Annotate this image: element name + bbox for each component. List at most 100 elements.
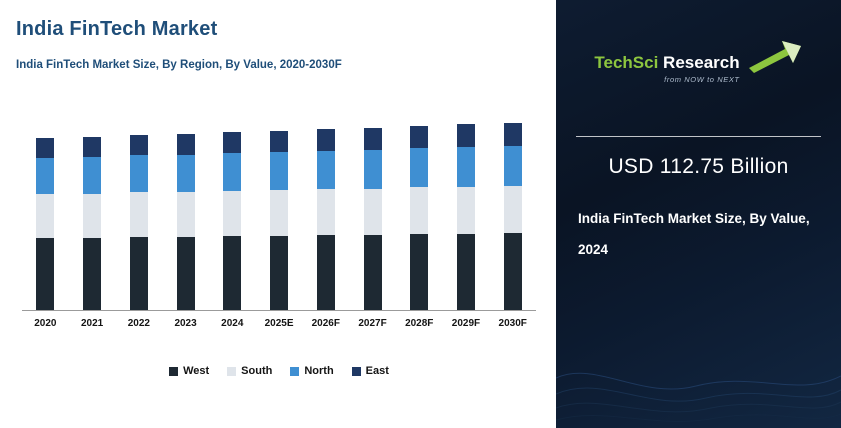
chart-subtitle: India FinTech Market Size, By Region, By… [16,59,342,71]
legend-swatch-west [169,366,179,376]
stacked-bar-2027F [363,128,382,310]
bar-slot-2030F [489,115,536,310]
bar-segment-south [176,192,195,237]
caption-line-1: India FinTech Market Size, By Value, [578,211,810,226]
bar-slot-2021 [69,115,116,310]
bar-segment-north [456,147,475,187]
bar-segment-north [363,150,382,189]
bar-segment-north [129,155,148,192]
bar-segment-east [83,137,102,157]
stacked-bar-2026F [316,129,335,310]
logo-text: TechSci Research from NOW to NEXT [594,53,739,84]
chart-section: India FinTech Market India FinTech Marke… [16,18,542,377]
bar-slot-2024 [209,115,256,310]
divider-line [576,136,821,137]
brand-name: TechSci Research [594,53,739,73]
page-title: India FinTech Market [16,18,218,40]
bar-segment-north [223,153,242,191]
legend-item-east: East [351,365,389,377]
bar-segment-north [270,152,289,190]
bar-segment-east [270,131,289,152]
bar-segment-west [129,237,148,310]
stacked-bar-2029F [456,124,475,310]
x-axis-labels: 2020 2021 2022 2023 2024 2025E 2026F 2027F 2028F… [22,318,536,329]
bar-segment-west [503,233,522,310]
bar-segment-south [270,190,289,236]
legend-swatch-east [351,366,361,376]
bar-segment-north [503,146,522,186]
stacked-bar-2022 [129,135,148,310]
legend-swatch-north [290,366,300,376]
techsci-logo: TechSci Research from NOW to NEXT [556,36,841,84]
bar-slot-2022 [115,115,162,310]
bar-segment-west [223,236,242,310]
stacked-bar-chart: 2020 2021 2022 2023 2024 2025E 2026F 2027F 2028F… [16,115,542,329]
x-axis-label-2027F: 2027F [358,318,387,329]
bar-segment-east [363,128,382,150]
bar-segment-north [36,158,55,194]
bar-segment-east [176,134,195,155]
bar-segment-south [316,189,335,235]
bar-slot-2028F [396,115,443,310]
wave-pattern [556,372,841,422]
chart-legend: West South North East [16,365,542,377]
x-axis-label-2023: 2023 [174,318,197,329]
bar-segment-north [410,148,429,187]
bar-segment-west [176,237,195,310]
stacked-bar-2023 [176,134,195,310]
market-value: USD 112.75 Billion [608,155,789,178]
caption-line-2: 2024 [578,242,609,258]
bar-segment-south [223,191,242,236]
bar-segment-south [129,192,148,237]
x-axis-label-2022: 2022 [127,318,150,329]
brand-research: Research [663,53,740,72]
legend-label-south: South [241,365,273,377]
bars-area [22,115,536,311]
legend-swatch-south [227,366,237,376]
stacked-bar-2024 [223,132,242,310]
bar-segment-east [36,138,55,158]
bar-segment-east [456,124,475,147]
stacked-bar-2020 [36,138,55,310]
bar-segment-south [363,189,382,235]
bar-segment-west [410,234,429,310]
legend-label-east: East [365,365,389,377]
bar-segment-north [176,155,195,192]
legend-item-south: South [227,365,272,377]
bar-slot-2027F [349,115,396,310]
bar-segment-west [363,235,382,310]
logo-arrow-icon [748,41,801,73]
bar-slot-2025E [256,115,303,310]
bar-segment-east [503,123,522,146]
bar-segment-south [456,187,475,234]
x-axis-label-2024: 2024 [221,318,244,329]
bar-segment-south [36,194,55,238]
bar-segment-west [36,238,55,310]
bar-segment-east [223,132,242,153]
info-panel: TechSci Research from NOW to NEXT USD 11… [556,0,841,428]
bar-segment-north [83,157,102,194]
bar-slot-2020 [22,115,69,310]
bar-segment-south [410,187,429,234]
bar-segment-west [83,238,102,310]
bar-slot-2026F [302,115,349,310]
legend-label-west: West [183,365,210,377]
stacked-bar-2021 [83,137,102,310]
legend-item-west: West [169,365,209,377]
x-axis-label-2025E: 2025E [264,318,294,329]
legend-item-north: North [290,365,334,377]
bar-segment-north [316,151,335,189]
bar-slot-2029F [443,115,490,310]
x-axis-label-2029F: 2029F [451,318,481,329]
bar-segment-west [456,234,475,310]
stacked-bar-2028F [410,126,429,310]
bar-segment-south [503,186,522,233]
bar-segment-west [316,235,335,310]
x-axis-label-2020: 2020 [34,318,57,329]
market-value-caption: India FinTech Market Size, By Value, 202… [578,203,819,265]
bar-segment-south [83,194,102,238]
legend-label-north: North [304,365,334,377]
bar-segment-east [410,126,429,148]
x-axis-label-2030F: 2030F [498,318,527,329]
